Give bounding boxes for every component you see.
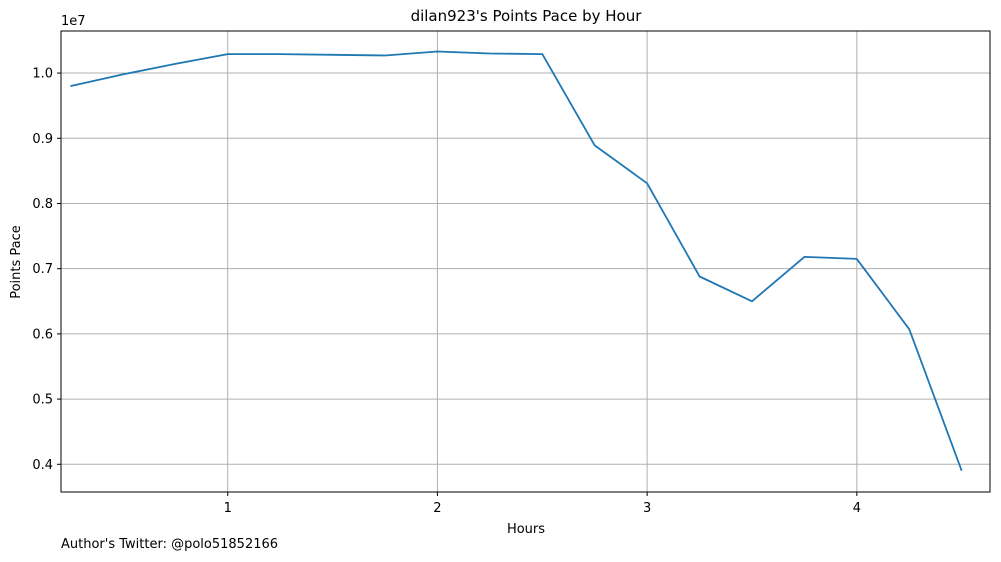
y-tick-label: 1.0	[32, 67, 53, 82]
y-tick-label: 0.7	[32, 262, 53, 277]
y-offset-label: 1e7	[61, 14, 86, 29]
x-tick-label: 1	[224, 501, 232, 516]
y-tick-label: 0.5	[32, 393, 53, 408]
axes-frame	[60, 30, 991, 493]
grid-lines	[61, 31, 990, 492]
x-axis-label: Hours	[507, 522, 545, 537]
y-axis-label: Points Pace	[9, 225, 24, 299]
x-tick-label: 2	[433, 501, 441, 516]
y-tick-label: 0.9	[32, 132, 53, 147]
chart-title: dilan923's Points Pace by Hour	[411, 7, 643, 25]
series-lines	[70, 50, 963, 472]
series-line	[70, 50, 963, 472]
author-footnote: Author's Twitter: @polo51852166	[61, 537, 279, 552]
y-tick-label: 0.6	[32, 327, 53, 342]
ticks: 1 2 3 4 0.4 0.5 0.6 0.7 0.8 0.9 1.0	[32, 67, 861, 516]
y-tick-label: 0.4	[32, 458, 53, 473]
x-tick-label: 3	[643, 501, 651, 516]
y-tick-label: 0.8	[32, 197, 53, 212]
x-tick-label: 4	[853, 501, 861, 516]
